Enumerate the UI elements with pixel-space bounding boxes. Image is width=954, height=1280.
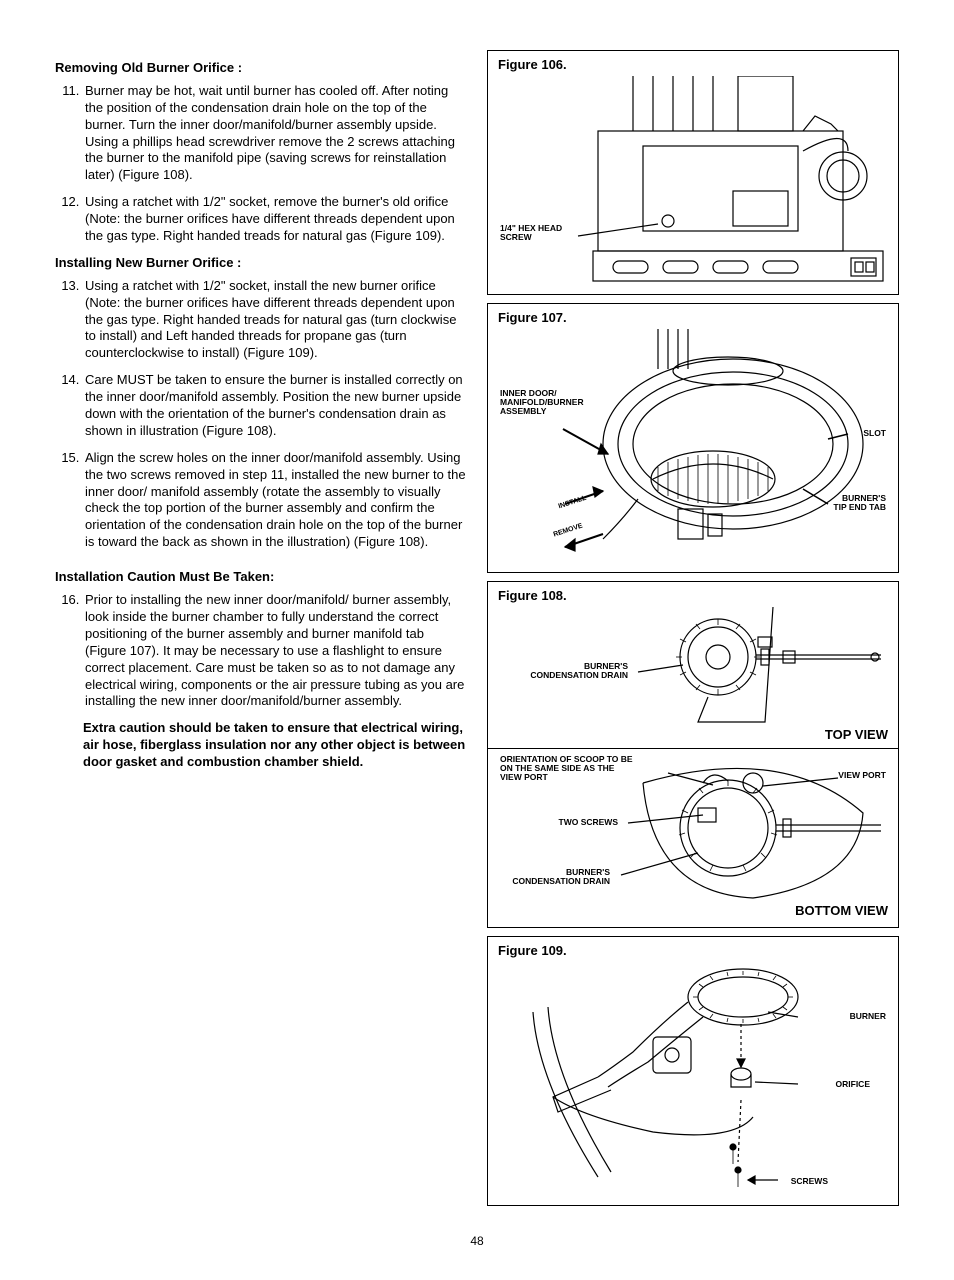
callout-inner-door: INNER DOOR/ MANIFOLD/BURNER ASSEMBLY [500, 389, 600, 417]
step-13: Using a ratchet with 1/2" socket, instal… [83, 278, 467, 362]
callout-slot: SLOT [863, 429, 886, 438]
step-15: Align the screw holes on the inner door/… [83, 450, 467, 551]
step-14: Care MUST be taken to ensure the burner … [83, 372, 467, 440]
step-12: Using a ratchet with 1/2" socket, remove… [83, 194, 467, 245]
callout-tip-end: BURNER'S TIP END TAB [831, 494, 886, 513]
figure-106-diagram [498, 76, 888, 286]
heading-removing: Removing Old Burner Orifice : [55, 60, 467, 77]
figure-109: Figure 109. BURNER ORIFICE SCREWS [487, 936, 899, 1206]
right-column: Figure 106. 1/4" HEX HEAD SCREW [487, 50, 899, 1214]
callout-cond-drain-bot: BURNER'S CONDENSATION DRAIN [500, 868, 610, 887]
step-11: Burner may be hot, wait until burner has… [83, 83, 467, 184]
top-view-label: TOP VIEW [498, 727, 888, 744]
heading-installing: Installing New Burner Orifice : [55, 255, 467, 272]
figure-109-title: Figure 109. [498, 943, 888, 960]
figure-107-title: Figure 107. [498, 310, 888, 327]
figure-107: Figure 107. INNER DOOR/ MANIFOLD/BURNER … [487, 303, 899, 573]
bottom-view-label: BOTTOM VIEW [498, 903, 888, 920]
figure-108-title: Figure 108. [498, 588, 888, 605]
heading-caution: Installation Caution Must Be Taken: [55, 569, 467, 586]
step-16: Prior to installing the new inner door/m… [83, 592, 467, 710]
left-column: Removing Old Burner Orifice : Burner may… [55, 50, 467, 1214]
caution-paragraph: Extra caution should be taken to ensure … [83, 720, 467, 771]
callout-two-screws: TWO SCREWS [538, 818, 618, 827]
callout-screws: SCREWS [791, 1177, 828, 1186]
page-number: 48 [55, 1234, 899, 1250]
callout-hex-screw: 1/4" HEX HEAD SCREW [500, 224, 570, 243]
callout-view-port: VIEW PORT [838, 771, 886, 780]
figure-106: Figure 106. 1/4" HEX HEAD SCREW [487, 50, 899, 295]
figure-108: Figure 108. BURNER'S CONDENSATION DRAIN [487, 581, 899, 929]
figure-109-diagram [498, 962, 888, 1197]
callout-cond-drain-top: BURNER'S CONDENSATION DRAIN [523, 662, 628, 681]
figure-107-diagram [498, 329, 888, 564]
callout-scoop: ORIENTATION OF SCOOP TO BE ON THE SAME S… [500, 755, 635, 783]
callout-orifice: ORIFICE [836, 1080, 870, 1089]
figure-106-title: Figure 106. [498, 57, 888, 74]
callout-burner: BURNER [850, 1012, 886, 1021]
